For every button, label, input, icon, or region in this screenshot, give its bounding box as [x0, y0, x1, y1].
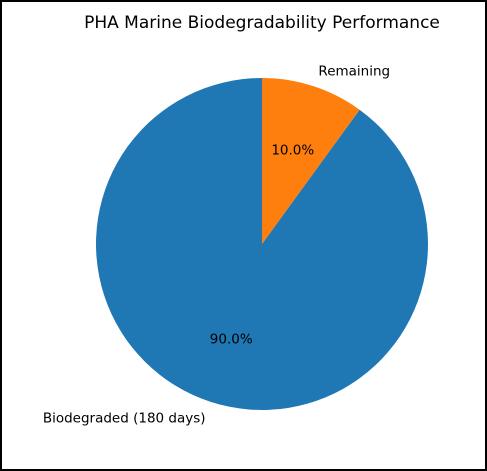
pie-pct-label-remaining: 10.0% — [271, 142, 314, 158]
pie-slice-biodegraded-180-days — [95, 78, 428, 410]
pie-labels: 90.0% Biodegraded (180 days) 10.0% Remainin… — [43, 63, 390, 426]
pie-pct-label-biodegraded-180-days: 90.0% — [210, 332, 253, 348]
pie-category-label-remaining: Remaining — [318, 63, 390, 79]
pie-category-label-biodegraded-180-days: Biodegraded (180 days) — [43, 411, 206, 427]
pie-slice-remaining — [262, 78, 360, 244]
pie-slices — [95, 78, 428, 410]
chart-title: PHA Marine Biodegradability Performance — [84, 13, 440, 33]
